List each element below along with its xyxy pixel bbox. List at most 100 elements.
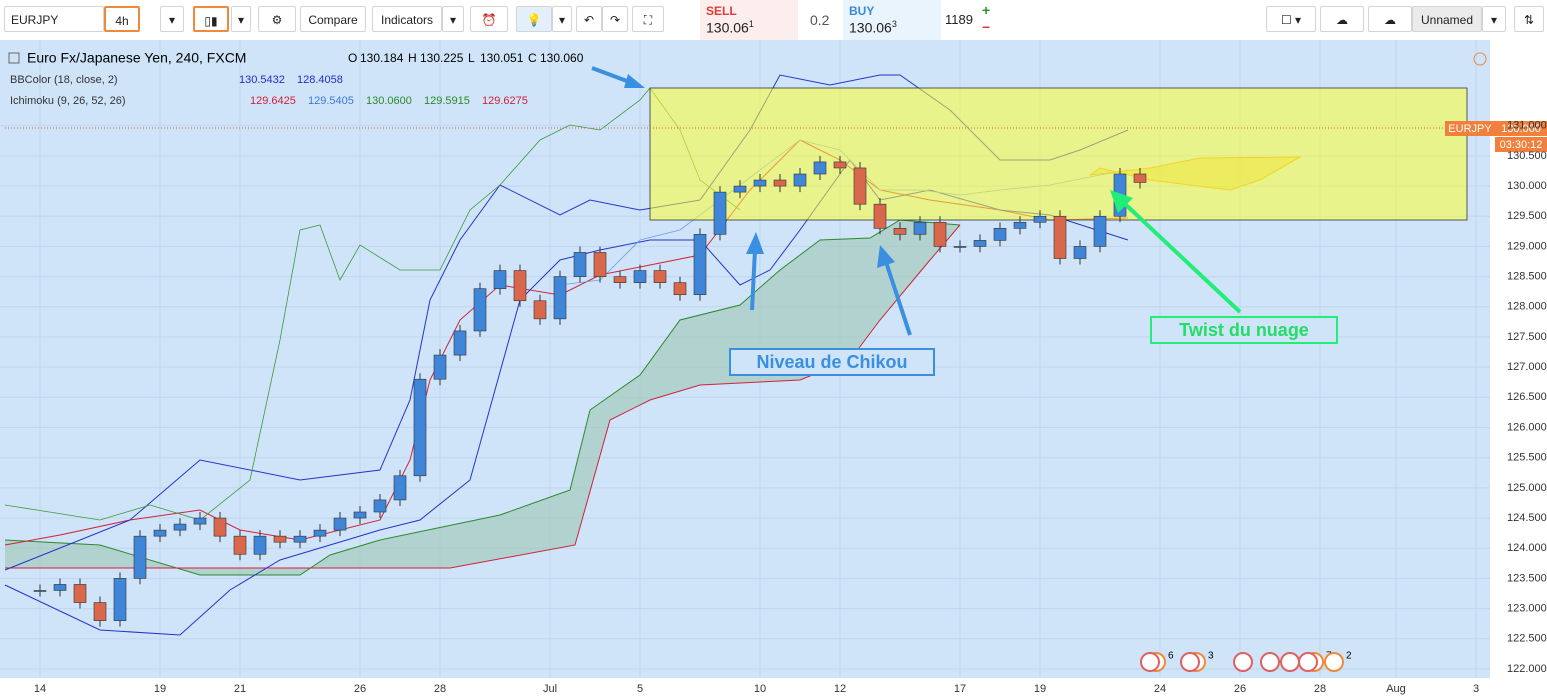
x-tick-label: 12 [834, 683, 846, 695]
candle [473, 288, 487, 332]
buy-price-main: 130.06 [849, 19, 892, 36]
y-tick-label: 127.500 [1507, 331, 1547, 343]
twist-label: Twist du nuage [1179, 320, 1309, 340]
warning-icon[interactable] [1473, 52, 1487, 66]
candle [193, 517, 207, 525]
candle [833, 161, 847, 169]
indicator-value: 130.0600 [366, 95, 412, 107]
plus-button[interactable]: + [982, 2, 991, 18]
candle [253, 535, 267, 555]
arrow-head [1110, 190, 1133, 213]
sell-price: 130.061 [706, 19, 754, 36]
candle [33, 590, 47, 592]
candle [733, 185, 747, 193]
y-tick-label: 125.000 [1507, 482, 1547, 494]
chart-style-dropdown[interactable]: ▾ [231, 6, 251, 32]
candle [553, 276, 567, 320]
sell-panel[interactable]: SELL 130.061 [700, 0, 798, 40]
indicators-button[interactable]: Indicators [372, 6, 442, 32]
event-dot [1180, 652, 1200, 672]
indicator-name: BBColor (18, close, 2) [10, 74, 118, 86]
x-tick-label: 10 [754, 683, 766, 695]
candle [933, 221, 947, 247]
undo-button[interactable]: ↶ [576, 6, 602, 32]
redo-button[interactable]: ↷ [602, 6, 628, 32]
candle [813, 161, 827, 175]
candle [893, 228, 907, 235]
interval-button[interactable]: 4h [104, 6, 140, 32]
price-tag [1495, 121, 1547, 136]
candle [73, 584, 87, 603]
layout-name[interactable]: Unnamed [1412, 6, 1482, 32]
ohlc-value: 130.051 [480, 51, 524, 65]
sell-label: SELL [706, 4, 737, 18]
candle [793, 173, 807, 187]
x-tick-label: Aug [1386, 683, 1406, 695]
y-tick-label: 130.500 [1507, 150, 1547, 162]
indicator-value: 129.5915 [424, 95, 470, 107]
layout-dropdown[interactable]: ▾ [1482, 6, 1506, 32]
events: 6372 [1140, 651, 1352, 672]
alert-button[interactable]: ⏰ [470, 6, 508, 32]
save-button[interactable]: ☁ [1368, 6, 1412, 32]
indicator-name: Ichimoku (9, 26, 52, 26) [10, 95, 126, 107]
ideas-dropdown[interactable]: ▾ [552, 6, 572, 32]
indicator-legend: BBColor (18, close, 2) 130.5432 128.4058 Ic… [10, 74, 528, 107]
arrow-head [877, 245, 895, 268]
x-tick-label: 14 [34, 683, 46, 695]
candle [413, 378, 427, 477]
ohlc-key: H [408, 51, 417, 65]
y-tick-label: 129.000 [1507, 240, 1547, 252]
y-tick-label: 123.000 [1507, 602, 1547, 614]
price-tag-text: 130.060 [1501, 123, 1541, 135]
legend-title: Euro Fx/Japanese Yen, 240, FXCM [27, 50, 246, 66]
arrow-head [624, 74, 645, 88]
ichimoku-cloud [5, 220, 960, 575]
y-tick-label: 128.500 [1507, 271, 1547, 283]
chart-style-button[interactable]: ▯▮ [193, 6, 229, 32]
candle [153, 529, 167, 537]
symbol-input[interactable]: EURJPY [4, 6, 104, 32]
candle [773, 179, 787, 187]
drawing-button[interactable]: ☐ ▾ [1266, 6, 1316, 32]
x-tick-label: 3 [1473, 683, 1479, 695]
sell-pip: 1 [748, 19, 754, 29]
chikou-label-box [729, 348, 935, 376]
fullscreen-button[interactable]: ⛶ [632, 6, 664, 32]
candle [513, 270, 527, 302]
candle [333, 517, 347, 531]
ideas-button[interactable]: 💡 [516, 6, 552, 32]
candle [573, 252, 587, 277]
compare-button[interactable]: Compare [300, 6, 366, 32]
indicators-dropdown[interactable]: ▾ [442, 6, 464, 32]
quantity[interactable]: 1189 [945, 12, 973, 27]
collapse-icon[interactable] [8, 52, 20, 64]
y-tick-label: 128.000 [1507, 301, 1547, 313]
buy-price: 130.063 [849, 19, 897, 36]
candle [1133, 173, 1147, 183]
spread: 0.2 [810, 12, 830, 28]
sort-button[interactable]: ⇅ [1514, 6, 1544, 32]
candle [1053, 215, 1067, 259]
y-tick-label: 127.000 [1507, 361, 1547, 373]
arrow-head [746, 232, 764, 254]
buy-panel[interactable]: BUY 130.063 [843, 0, 941, 40]
candle [613, 276, 627, 283]
candle [373, 499, 387, 513]
minus-button[interactable]: − [982, 19, 991, 35]
candle [313, 529, 327, 537]
countdown-text: 03:30:12 [1500, 139, 1543, 151]
candle [1073, 246, 1087, 259]
candle [1013, 221, 1027, 229]
event-badge [1324, 652, 1344, 672]
interval-dropdown[interactable]: ▾ [160, 6, 184, 32]
candle [173, 523, 187, 531]
event-count: 6 [1168, 651, 1174, 662]
indicator-value: 129.6425 [250, 95, 296, 107]
buy-label: BUY [849, 4, 875, 18]
sell-price-main: 130.06 [706, 19, 749, 36]
candle [293, 535, 307, 543]
load-button[interactable]: ☁ [1320, 6, 1364, 32]
settings-button[interactable]: ⚙ [258, 6, 296, 32]
candle [953, 246, 967, 248]
